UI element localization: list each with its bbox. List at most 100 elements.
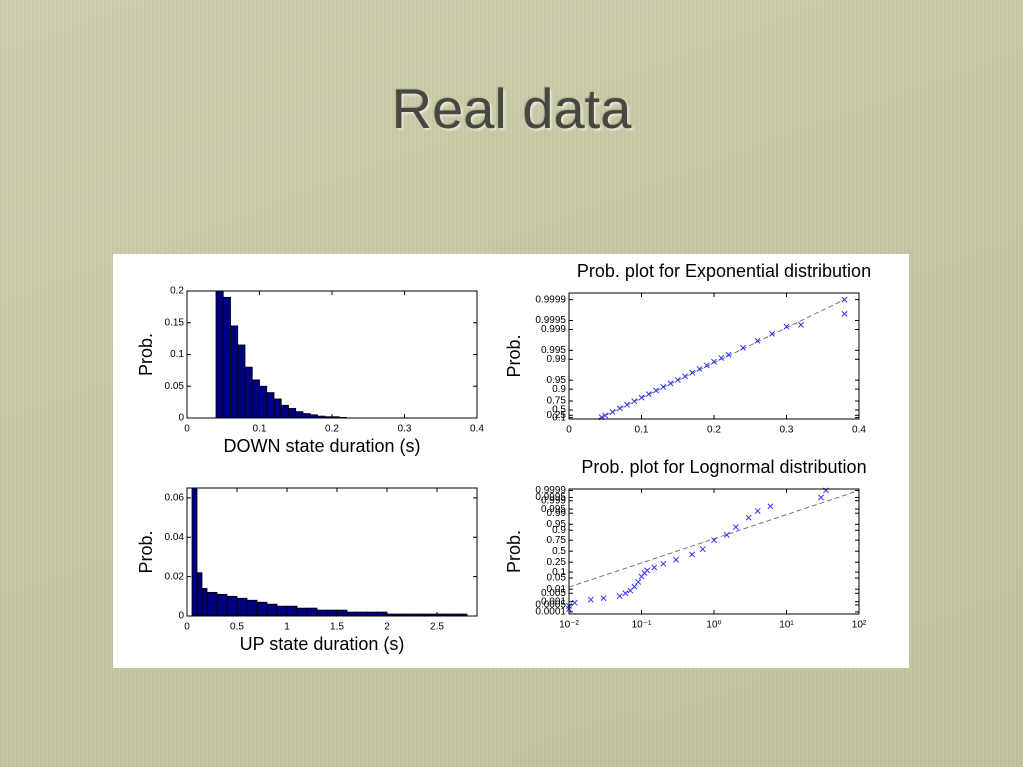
y-tick-label: 0.99 bbox=[547, 354, 567, 365]
chart-title: Prob. plot for Exponential distribution bbox=[577, 261, 871, 281]
y-tick-label: 0.995 bbox=[541, 504, 566, 515]
y-tick-label: 0 bbox=[178, 611, 184, 622]
x-tick-label: 0.4 bbox=[470, 424, 484, 435]
y-tick-label: 0.9995 bbox=[535, 492, 566, 503]
data-point bbox=[645, 391, 652, 398]
y-tick-label: 0.75 bbox=[547, 535, 567, 546]
data-point bbox=[696, 365, 703, 372]
data-point bbox=[653, 387, 659, 394]
y-tick-label: 0.001 bbox=[541, 596, 566, 607]
data-point bbox=[674, 376, 681, 383]
x-tick-label: 0.3 bbox=[780, 425, 794, 436]
histogram-bar bbox=[302, 413, 311, 419]
x-axis-label: UP state duration (s) bbox=[240, 634, 405, 654]
data-point bbox=[767, 503, 774, 510]
y-axis-label: Prob. bbox=[136, 530, 156, 573]
x-tick-label: 10⁻² bbox=[559, 620, 579, 631]
y-tick-label: 0.1 bbox=[552, 412, 566, 423]
histogram-bar bbox=[226, 595, 238, 617]
y-tick-label: 0 bbox=[178, 413, 184, 424]
y-tick-label: 0.0001 bbox=[535, 607, 566, 618]
data-point bbox=[602, 412, 609, 419]
histogram-bar bbox=[215, 290, 224, 419]
x-tick-label: 1 bbox=[284, 622, 290, 633]
x-tick-label: 2 bbox=[384, 622, 390, 633]
data-point bbox=[689, 369, 696, 376]
histogram-bar bbox=[266, 603, 278, 617]
data-point bbox=[740, 344, 746, 351]
histogram-bar bbox=[230, 325, 239, 419]
data-point bbox=[723, 531, 730, 538]
y-tick-label: 0.5 bbox=[552, 405, 566, 416]
y-tick-label: 0.99 bbox=[547, 508, 567, 519]
data-point bbox=[769, 330, 775, 337]
data-point bbox=[699, 546, 706, 553]
data-point bbox=[651, 564, 658, 571]
histogram-bar bbox=[276, 605, 288, 617]
histogram-bar bbox=[295, 411, 304, 419]
histogram-bar bbox=[191, 487, 198, 617]
x-tick-label: 10² bbox=[852, 620, 867, 631]
y-tick-label: 0.15 bbox=[165, 317, 185, 328]
chart-title: Prob. plot for Lognormal distribution bbox=[581, 457, 866, 477]
y-axis-label: Prob. bbox=[504, 334, 524, 377]
y-tick-label: 0.9 bbox=[552, 384, 566, 395]
histogram-bar bbox=[306, 607, 318, 617]
y-tick-label: 0.5 bbox=[552, 546, 566, 557]
y-tick-label: 0.999 bbox=[541, 324, 566, 335]
y-tick-label: 0.25 bbox=[547, 410, 567, 421]
data-point bbox=[587, 596, 594, 603]
y-tick-label: 0.9 bbox=[552, 525, 566, 536]
x-tick-label: 0.3 bbox=[398, 424, 412, 435]
data-point bbox=[631, 398, 638, 405]
data-point bbox=[818, 494, 825, 501]
data-point bbox=[745, 514, 752, 521]
data-point bbox=[660, 560, 667, 567]
data-point bbox=[841, 296, 848, 303]
y-axis-label: Prob. bbox=[504, 530, 524, 573]
plot-area bbox=[569, 293, 859, 419]
y-tick-label: 0.0005 bbox=[535, 600, 566, 611]
data-point bbox=[667, 380, 674, 387]
slide-title: Real data bbox=[391, 77, 632, 140]
x-tick-label: 1.5 bbox=[330, 622, 344, 633]
y-tick-label: 0.9999 bbox=[535, 294, 566, 305]
axes-box bbox=[186, 487, 478, 617]
y-tick-label: 0.75 bbox=[547, 396, 567, 407]
plot-area bbox=[569, 489, 859, 614]
data-point bbox=[718, 354, 725, 361]
x-tick-label: 0.4 bbox=[852, 425, 866, 436]
y-tick-label: 0.2 bbox=[170, 286, 184, 297]
histogram-bar bbox=[196, 572, 203, 617]
x-tick-label: 10⁰ bbox=[706, 620, 721, 631]
y-tick-label: 0.95 bbox=[547, 375, 567, 386]
y-tick-label: 0.05 bbox=[547, 573, 567, 584]
y-tick-label: 0.9995 bbox=[535, 315, 566, 326]
histogram-bar bbox=[316, 609, 328, 617]
reference-line bbox=[597, 299, 845, 420]
x-axis-label: DOWN state duration (s) bbox=[223, 436, 420, 456]
histogram-bar bbox=[326, 609, 338, 617]
data-point bbox=[616, 405, 623, 412]
data-point bbox=[631, 583, 638, 590]
data-point bbox=[624, 401, 630, 408]
data-point bbox=[616, 593, 623, 600]
y-tick-label: 0.9999 bbox=[535, 485, 566, 496]
x-tick-label: 2.5 bbox=[430, 622, 444, 633]
data-point bbox=[711, 537, 717, 544]
data-point bbox=[841, 310, 848, 317]
y-tick-label: 0.995 bbox=[541, 345, 566, 356]
histogram-bar bbox=[366, 611, 378, 617]
y-tick-label: 0.999 bbox=[541, 495, 566, 506]
y-tick-label: 0.05 bbox=[165, 381, 185, 392]
y-tick-label: 0.25 bbox=[547, 557, 567, 568]
x-tick-label: 0.1 bbox=[635, 425, 649, 436]
histogram-bar bbox=[206, 591, 218, 617]
data-point bbox=[725, 351, 732, 358]
histogram-bar bbox=[376, 611, 388, 617]
data-point bbox=[635, 578, 642, 585]
x-tick-label: 0.5 bbox=[230, 622, 244, 633]
x-tick-label: 0.2 bbox=[707, 425, 721, 436]
